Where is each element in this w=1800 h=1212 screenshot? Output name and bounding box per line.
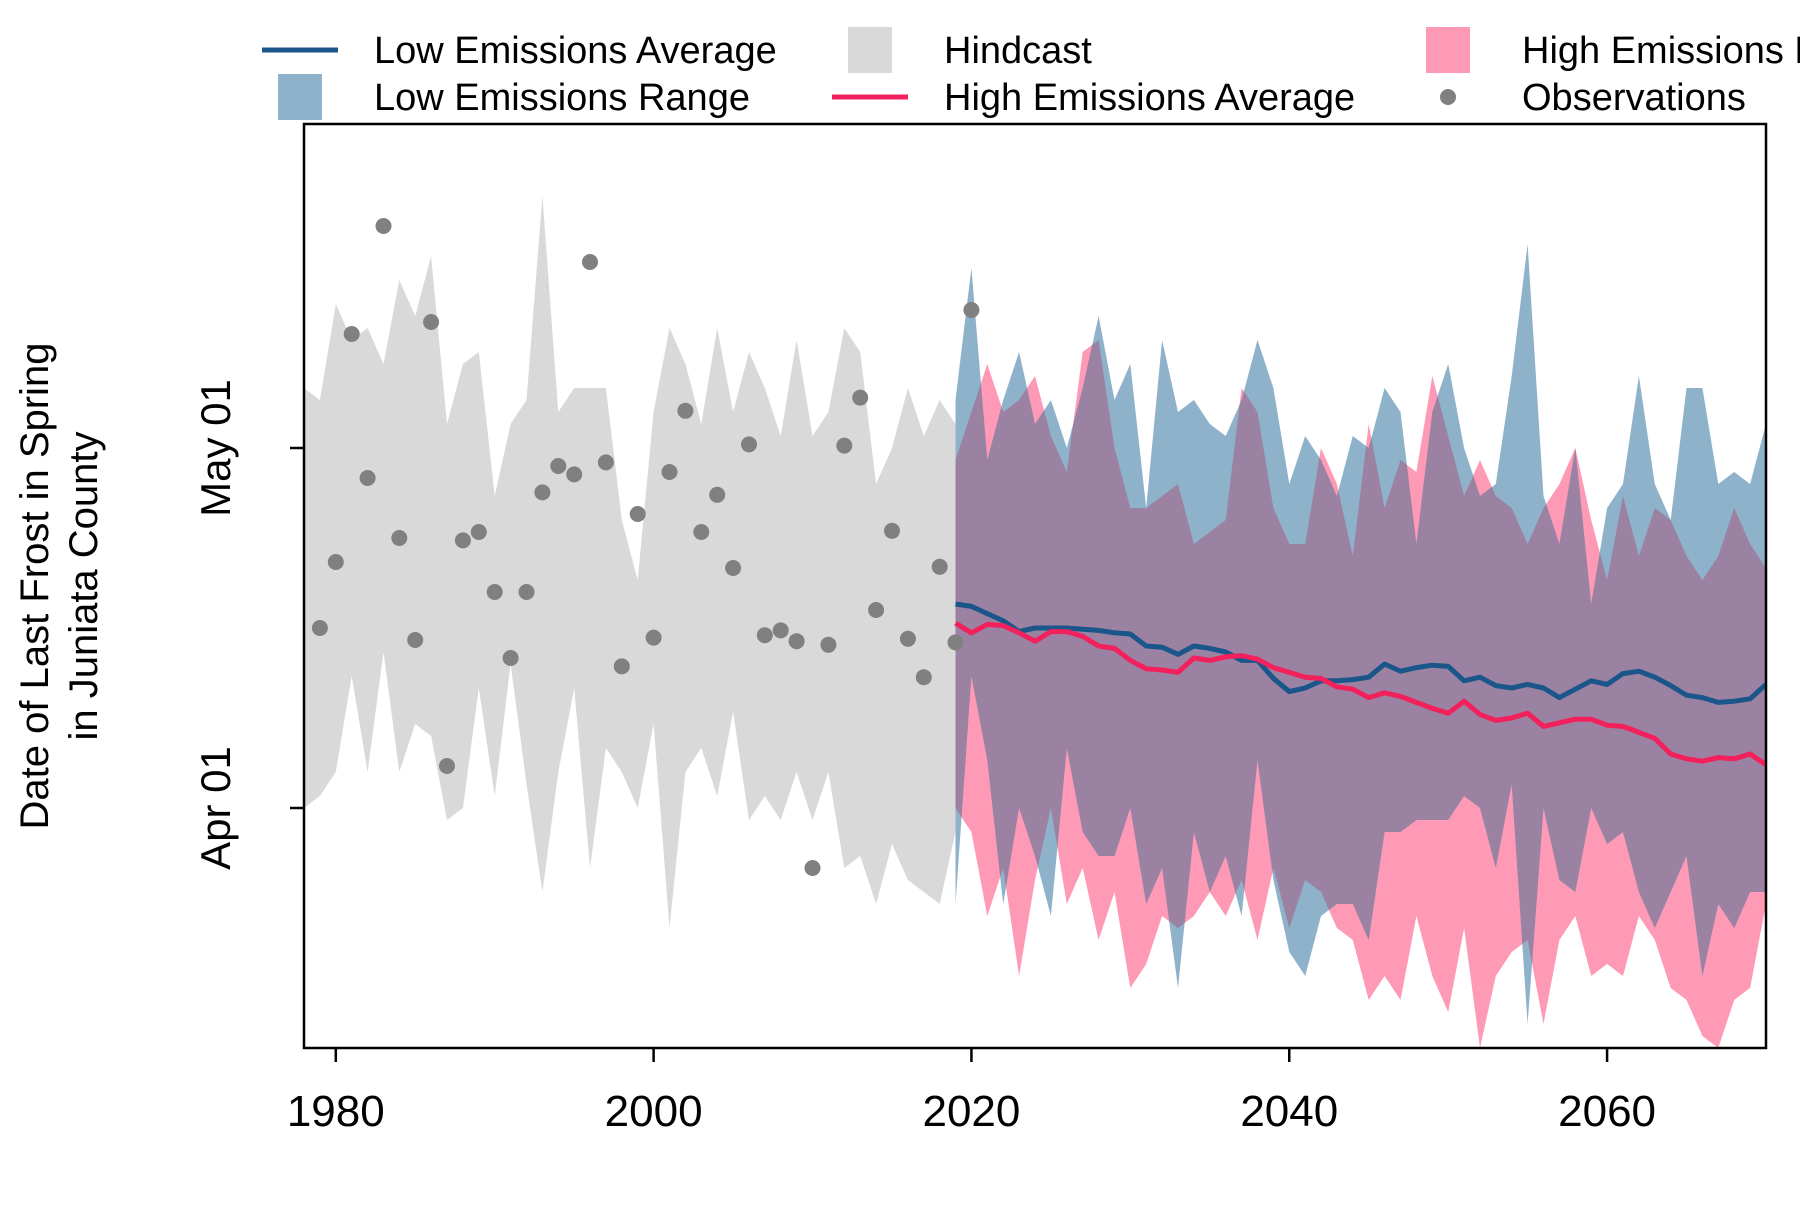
observation-point (836, 437, 853, 454)
y-axis-title: Date of Last Frost in Spring in Juniata … (13, 343, 106, 830)
observation-point (756, 627, 773, 644)
observation-point (884, 522, 900, 539)
x-tick-label: 2040 (1240, 1087, 1338, 1136)
legend-label: High Emissions Range (1522, 30, 1800, 72)
observation-point (899, 630, 916, 647)
observation-point (788, 633, 805, 650)
observation-point (820, 636, 837, 653)
observation-point (629, 506, 646, 522)
observation-point (709, 486, 726, 503)
low-emissions-average-line (955, 601, 1766, 705)
observation-point (677, 402, 694, 419)
y-tick-label: Apr 01 (192, 746, 239, 870)
x-tick-label: 2000 (605, 1087, 703, 1136)
observation-point (343, 326, 360, 342)
observation-point (454, 532, 471, 549)
legend-label: Observations (1522, 77, 1746, 119)
observation-point (566, 466, 583, 483)
observation-point (470, 524, 487, 540)
plot-area-layer (304, 196, 1766, 1048)
observation-point (741, 436, 757, 453)
observation-point (359, 470, 376, 486)
x-tick-label: 2060 (1558, 1087, 1656, 1136)
observation-point (868, 602, 885, 618)
observation-point (597, 454, 614, 471)
observation-point (534, 484, 551, 501)
observation-point (391, 530, 408, 546)
hindcast-band (304, 196, 956, 928)
observation-point (486, 584, 503, 600)
observation-point (693, 524, 710, 540)
legend: Low Emissions Average Low Emissions Range… (262, 27, 1800, 120)
legend-swatch-point (1440, 89, 1456, 105)
observation-point (931, 558, 948, 575)
observation-point (407, 632, 424, 648)
legend-swatch-box (848, 27, 892, 73)
observation-point (963, 302, 980, 318)
y-axis-title-line2: in Juniata County (62, 431, 106, 740)
axes-layer: 1980 2000 2020 2040 2060 Apr 01 May 01 (192, 379, 1656, 1136)
observation-point (423, 314, 440, 330)
observation-point (852, 389, 869, 406)
legend-swatch-box (1426, 27, 1470, 73)
observation-point (645, 629, 662, 646)
y-tick-label: May 01 (192, 379, 239, 517)
legend-label: Low Emissions Average (374, 30, 777, 72)
observation-point (613, 658, 630, 675)
observation-point (725, 560, 742, 576)
legend-swatch-box (278, 74, 322, 120)
observation-point (772, 622, 789, 639)
observation-point (375, 218, 392, 234)
x-tick-label: 2020 (922, 1087, 1020, 1136)
observation-point (915, 669, 932, 686)
observation-point (439, 758, 455, 774)
plot-frame (302, 122, 1768, 1050)
observation-point (804, 860, 821, 876)
observation-point (661, 464, 678, 480)
observation-point (502, 650, 519, 666)
x-tick-label: 1980 (287, 1087, 385, 1136)
observation-point (518, 584, 535, 600)
observation-point (311, 620, 328, 636)
legend-label: High Emissions Average (944, 77, 1355, 119)
observation-point (550, 458, 567, 474)
legend-label: Low Emissions Range (374, 77, 750, 119)
legend-label: Hindcast (944, 30, 1092, 72)
observation-point (582, 254, 598, 270)
y-axis-title-line1: Date of Last Frost in Spring (13, 343, 57, 830)
observation-point (947, 634, 964, 651)
high-emissions-average-line (954, 621, 1766, 767)
observation-point (327, 554, 344, 570)
